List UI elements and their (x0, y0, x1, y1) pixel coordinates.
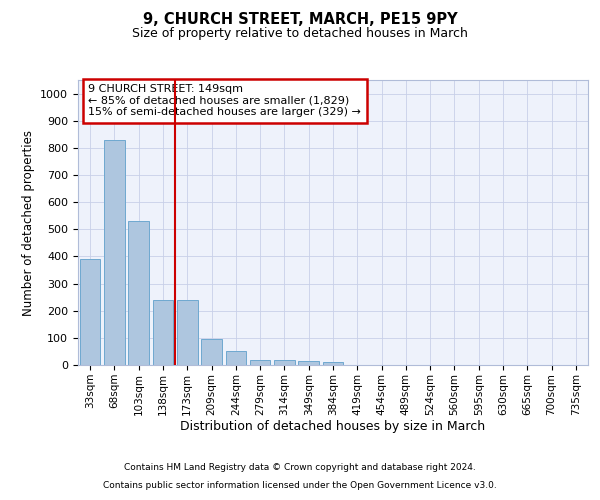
Bar (250, 360, 271, 365)
Text: Size of property relative to detached houses in March: Size of property relative to detached ho… (132, 28, 468, 40)
Bar (226, 351, 246, 365)
Bar (152, 300, 173, 365)
Bar (298, 361, 319, 365)
Bar (80, 259, 100, 365)
Bar (104, 140, 125, 365)
Y-axis label: Number of detached properties: Number of detached properties (22, 130, 35, 316)
Text: 9 CHURCH STREET: 149sqm
← 85% of detached houses are smaller (1,829)
15% of semi: 9 CHURCH STREET: 149sqm ← 85% of detache… (88, 84, 361, 117)
Bar (177, 300, 197, 365)
Bar (128, 221, 149, 365)
X-axis label: Distribution of detached houses by size in March: Distribution of detached houses by size … (181, 420, 485, 434)
Bar (274, 360, 295, 365)
Bar (323, 362, 343, 365)
Text: Contains HM Land Registry data © Crown copyright and database right 2024.: Contains HM Land Registry data © Crown c… (124, 464, 476, 472)
Text: 9, CHURCH STREET, MARCH, PE15 9PY: 9, CHURCH STREET, MARCH, PE15 9PY (143, 12, 457, 28)
Text: Contains public sector information licensed under the Open Government Licence v3: Contains public sector information licen… (103, 481, 497, 490)
Bar (201, 339, 222, 365)
